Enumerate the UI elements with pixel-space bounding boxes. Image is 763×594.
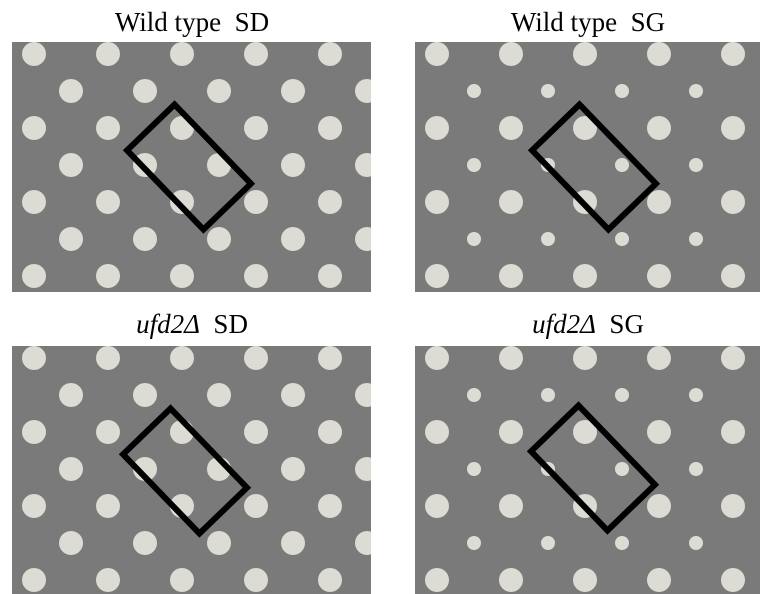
- panel-title: ufd2Δ SG: [408, 308, 763, 340]
- genotype: Wild type: [115, 7, 221, 37]
- plate-image: [415, 42, 760, 292]
- figure: {"panels": [ {"genotype": "Wild type", "…: [0, 0, 763, 594]
- panel-title: Wild type SD: [12, 6, 372, 38]
- genotype: ufd2Δ: [136, 309, 200, 339]
- panel-title: ufd2Δ SD: [12, 308, 372, 340]
- panel-title: Wild type SG: [408, 6, 763, 38]
- medium: SG: [609, 309, 644, 339]
- plate-image: [415, 346, 760, 594]
- genotype: ufd2Δ: [532, 309, 596, 339]
- medium: SD: [213, 309, 248, 339]
- plate-image: [12, 346, 371, 594]
- medium: SG: [631, 7, 666, 37]
- plate-image: [12, 42, 371, 292]
- medium: SD: [235, 7, 270, 37]
- genotype: Wild type: [511, 7, 617, 37]
